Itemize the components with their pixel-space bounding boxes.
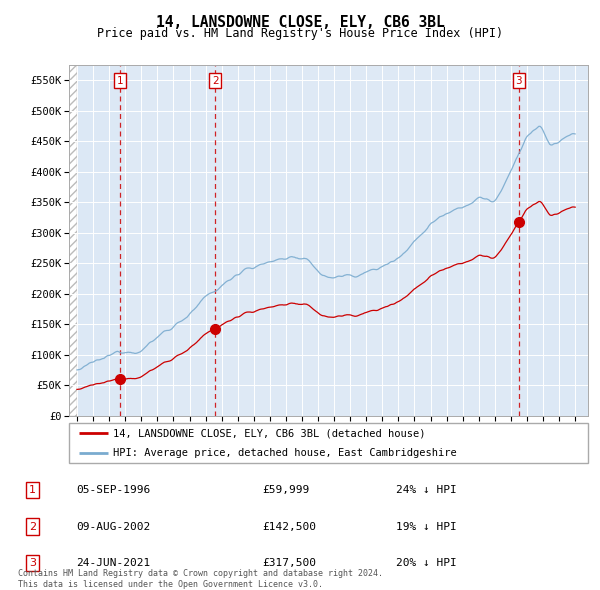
Text: 09-AUG-2002: 09-AUG-2002 <box>76 522 151 532</box>
Text: 19% ↓ HPI: 19% ↓ HPI <box>397 522 457 532</box>
Bar <box>120 65 215 416</box>
Text: 2: 2 <box>212 76 218 86</box>
Text: £142,500: £142,500 <box>262 522 316 532</box>
Text: Price paid vs. HM Land Registry's House Price Index (HPI): Price paid vs. HM Land Registry's House … <box>97 27 503 40</box>
Text: 3: 3 <box>29 558 36 568</box>
Text: £317,500: £317,500 <box>262 558 316 568</box>
Text: 1: 1 <box>117 76 124 86</box>
Text: 1: 1 <box>29 486 36 495</box>
Text: HPI: Average price, detached house, East Cambridgeshire: HPI: Average price, detached house, East… <box>113 448 457 458</box>
Text: Contains HM Land Registry data © Crown copyright and database right 2024.
This d: Contains HM Land Registry data © Crown c… <box>18 569 383 589</box>
Text: 24% ↓ HPI: 24% ↓ HPI <box>397 486 457 495</box>
Text: 24-JUN-2021: 24-JUN-2021 <box>76 558 151 568</box>
Text: 05-SEP-1996: 05-SEP-1996 <box>76 486 151 495</box>
Text: 20% ↓ HPI: 20% ↓ HPI <box>397 558 457 568</box>
Bar <box>215 65 518 416</box>
Text: £59,999: £59,999 <box>262 486 310 495</box>
Text: 3: 3 <box>515 76 522 86</box>
Text: 14, LANSDOWNE CLOSE, ELY, CB6 3BL: 14, LANSDOWNE CLOSE, ELY, CB6 3BL <box>155 15 445 30</box>
Text: 14, LANSDOWNE CLOSE, ELY, CB6 3BL (detached house): 14, LANSDOWNE CLOSE, ELY, CB6 3BL (detac… <box>113 428 425 438</box>
Text: 2: 2 <box>29 522 36 532</box>
